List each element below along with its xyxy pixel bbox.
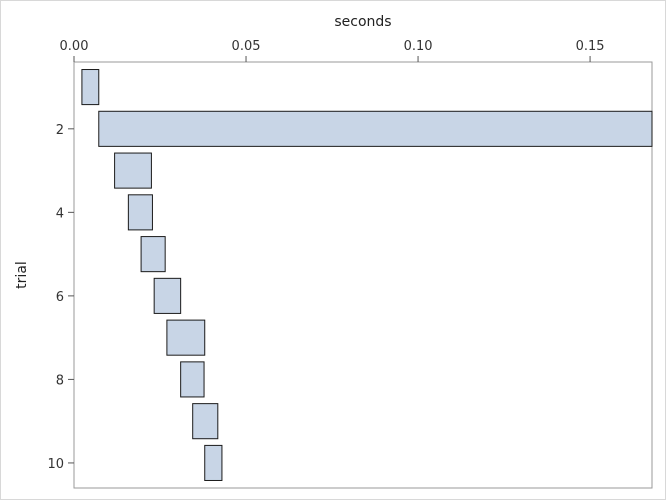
y-axis: 2 4 6 8 10 <box>47 123 74 472</box>
y-tick-label: 2 <box>56 123 64 138</box>
y-axis-label: trial <box>14 261 30 289</box>
x-axis-label: seconds <box>334 14 391 30</box>
bar-trial-10 <box>204 444 223 481</box>
x-tick-label: 0.05 <box>232 39 261 54</box>
bars-group <box>81 69 653 481</box>
bar-trial-8 <box>180 361 205 398</box>
y-tick-label: 4 <box>56 206 64 221</box>
x-axis: 0.00 0.05 0.10 0.15 <box>60 39 605 62</box>
y-tick-label: 8 <box>56 373 64 388</box>
bar-trial-7 <box>166 319 206 356</box>
x-tick-label: 0.15 <box>576 39 605 54</box>
bar-trial-2 <box>98 110 653 147</box>
bar-trial-9 <box>192 403 219 440</box>
x-tick-label: 0.10 <box>404 39 433 54</box>
y-tick-label: 6 <box>56 290 64 305</box>
bar-trial-3 <box>114 152 152 189</box>
bar-trial-1 <box>81 69 100 106</box>
bar-trial-4 <box>127 194 153 231</box>
y-tick-label: 10 <box>47 457 64 472</box>
plot-area <box>73 61 653 489</box>
bar-trial-5 <box>140 236 166 273</box>
bar-trial-6 <box>153 277 182 314</box>
x-tick-label: 0.00 <box>60 39 89 54</box>
